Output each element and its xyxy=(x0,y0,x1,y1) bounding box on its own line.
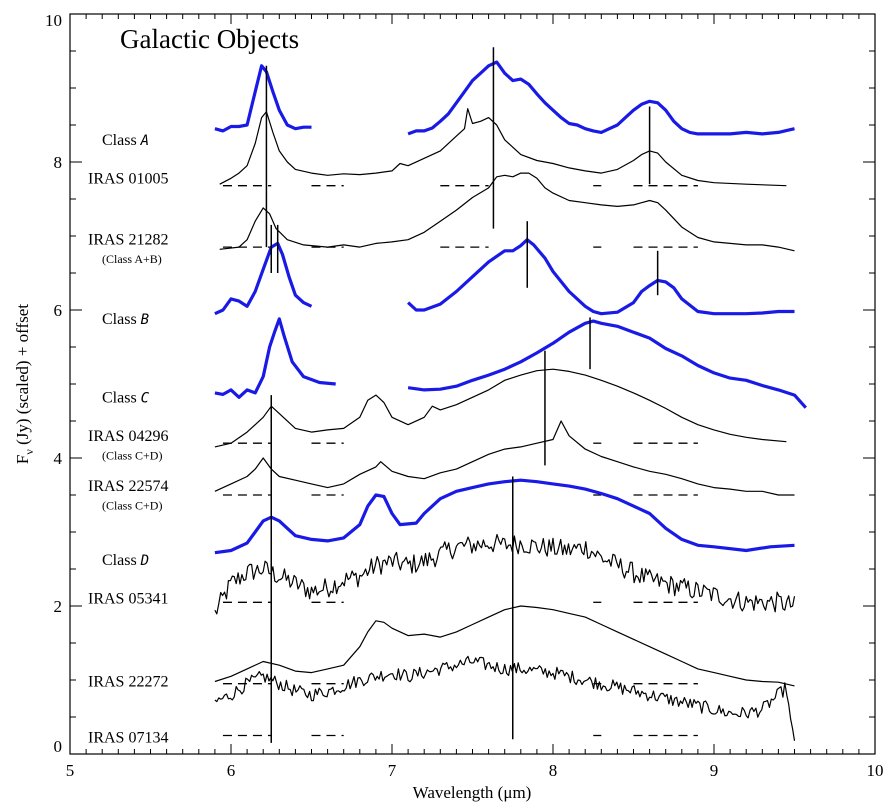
y-tick-labels: 0 2 4 6 8 10 xyxy=(45,11,63,756)
template-spectrum-line xyxy=(407,238,795,316)
x-axis-label: Wavelength (μm) xyxy=(413,783,532,802)
y-axis-label: Fν (Jy) (scaled) + offset xyxy=(13,304,36,464)
template-spectrum-line xyxy=(214,317,336,399)
chart-title: Galactic Objects xyxy=(120,24,299,54)
y-tick-label: 10 xyxy=(45,11,62,30)
peak-markers xyxy=(265,47,659,743)
y-tick-label: 6 xyxy=(54,301,63,320)
x-tick-label: 6 xyxy=(227,761,236,780)
spectrum-label: IRAS 21282 xyxy=(88,232,168,249)
spectrum-label: IRAS 04296 xyxy=(88,428,168,445)
spectrum-labels: Class A IRAS 01005 IRAS 21282 (Class A+B) Cl… xyxy=(88,132,168,747)
template-spectrum-line xyxy=(214,64,312,133)
object-spectrum-line xyxy=(219,108,787,187)
object-spectrum-line xyxy=(214,533,796,615)
spectrum-label: Class D xyxy=(102,552,149,569)
x-tick-label: 9 xyxy=(710,761,719,780)
x-tick-label: 10 xyxy=(867,761,884,780)
object-spectrum-line xyxy=(219,172,795,252)
object-spectrum-line xyxy=(214,420,795,496)
spectrum-label: Class C xyxy=(102,389,150,406)
spectrum-label: Class A xyxy=(102,132,149,149)
spectrum-label: IRAS 22272 xyxy=(88,673,168,690)
template-spectrum-line xyxy=(407,60,795,136)
object-spectrum-line xyxy=(214,605,795,687)
object-spectrum-line xyxy=(214,368,787,448)
spectrum-label: Class B xyxy=(102,311,149,328)
spectrum-label: IRAS 01005 xyxy=(88,170,168,187)
template-spectrum-line xyxy=(214,241,313,316)
axis-ticks xyxy=(69,13,876,755)
spectrum-label: (Class C+D) xyxy=(102,499,162,513)
x-tick-labels: 5 6 7 8 9 10 xyxy=(66,761,884,780)
spectrum-label: (Class A+B) xyxy=(102,252,162,266)
template-spectrum-line xyxy=(407,319,807,409)
y-tick-label: 0 xyxy=(54,737,63,756)
x-tick-label: 8 xyxy=(549,761,558,780)
y-tick-label: 4 xyxy=(54,449,63,468)
x-tick-label: 5 xyxy=(66,761,75,780)
spectrum-label: IRAS 05341 xyxy=(88,591,168,608)
continuum-dashes xyxy=(222,185,698,737)
template-spectrum-line xyxy=(214,478,795,555)
object-spectrum-line xyxy=(214,655,796,741)
spectrum-label: IRAS 07134 xyxy=(88,730,168,747)
spectrum-label: IRAS 22574 xyxy=(88,478,168,495)
x-tick-label: 7 xyxy=(388,761,397,780)
spectrum-label: (Class C+D) xyxy=(102,448,162,462)
spectra-series xyxy=(214,60,807,741)
y-tick-label: 8 xyxy=(54,153,63,172)
y-tick-label: 2 xyxy=(54,597,63,616)
